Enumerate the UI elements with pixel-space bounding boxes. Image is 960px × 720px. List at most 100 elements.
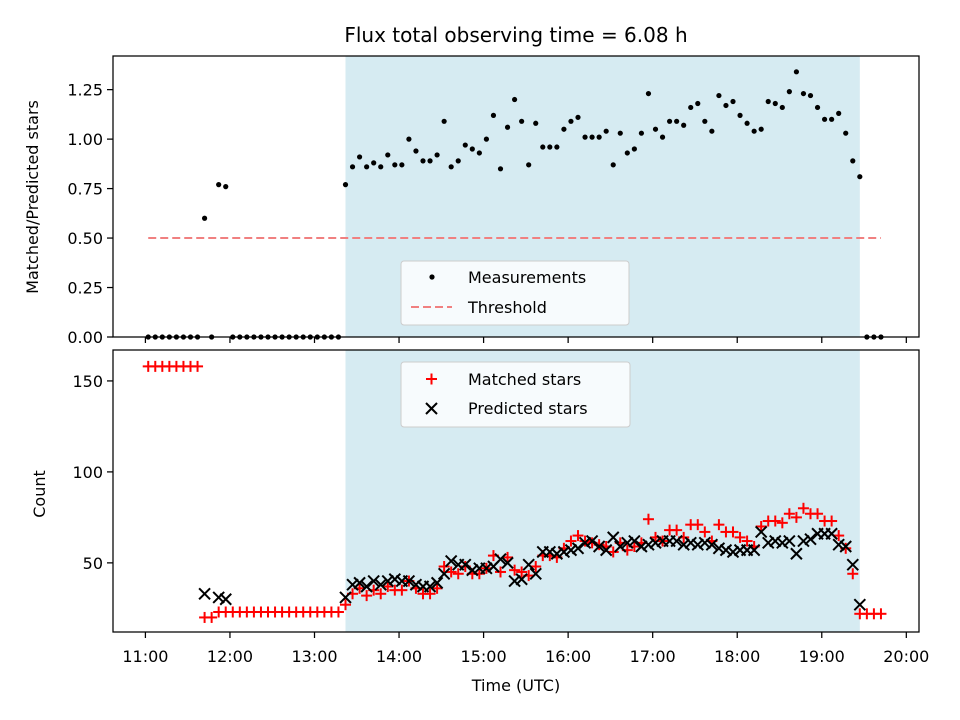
x-tick-label: 17:00: [630, 647, 676, 666]
predicted-star-point: [529, 567, 542, 580]
measurement-point: [800, 90, 807, 97]
predicted-star-point: [790, 547, 803, 560]
predicted-star-point: [543, 545, 557, 559]
predicted-star-point: [367, 574, 380, 588]
predicted-star-point: [825, 527, 838, 540]
legend-marker-measurements: [429, 274, 435, 280]
measurement-point: [695, 100, 701, 107]
matched-star-point: [734, 531, 746, 543]
measurement-point: [399, 162, 405, 168]
measurement-point: [603, 128, 609, 134]
predicted-star-point: [402, 574, 416, 588]
bottom-y-ticks: 50 100 150: [72, 372, 113, 573]
top-legend: Measurements Threshold: [400, 260, 630, 326]
measurement-point: [737, 112, 743, 118]
predicted-star-point: [698, 536, 712, 550]
matched-star-point: [375, 588, 387, 600]
predicted-star-point: [430, 576, 444, 590]
measurement-point: [554, 144, 560, 150]
measurement-point: [652, 126, 659, 132]
matched-star-point: [509, 564, 521, 576]
matched-star-point: [516, 566, 528, 578]
measurement-point: [850, 158, 856, 164]
matched-stars-points: [142, 360, 887, 623]
matched-star-point: [875, 608, 887, 620]
matched-star-point: [607, 546, 619, 558]
top-legend-box: [400, 260, 630, 326]
predicted-star-point: [381, 574, 394, 588]
predicted-star-point: [839, 540, 852, 553]
predicted-star-point: [346, 578, 359, 591]
measurement-point: [483, 136, 490, 142]
measurement-point: [744, 120, 750, 126]
bottom-y-tick-label: 50: [83, 554, 103, 573]
matched-star-point: [699, 526, 711, 538]
top-y-ticks: 0.00 0.25 0.50 0.75 1.00 1.25: [67, 81, 113, 347]
matched-star-point: [431, 582, 443, 594]
legend-label-matched-stars: Matched stars: [468, 370, 581, 389]
measurement-point: [469, 146, 475, 152]
predicted-star-point: [670, 534, 683, 548]
measurement-point: [836, 110, 842, 116]
measurement-point: [427, 158, 433, 164]
predicted-star-point: [219, 593, 232, 606]
top-y-tick-label: 0.25: [67, 279, 103, 298]
measurement-point: [645, 90, 652, 97]
measurement-point: [413, 148, 419, 154]
matched-star-point: [572, 530, 584, 542]
measurement-point: [448, 164, 454, 170]
predicted-star-point: [776, 536, 789, 550]
predicted-star-point: [635, 540, 648, 553]
measurement-point: [793, 69, 800, 75]
predicted-star-point: [804, 533, 817, 546]
measurement-point: [751, 128, 757, 134]
x-tick-label: 16:00: [545, 647, 591, 666]
measurement-point: [462, 142, 468, 148]
predicted-star-point: [832, 538, 845, 551]
measurement-point: [610, 162, 616, 168]
measurement-point: [631, 146, 637, 152]
matched-star-point: [812, 508, 824, 520]
measurement-point: [406, 136, 412, 142]
predicted-star-point: [212, 591, 225, 604]
bottom-x-ticks: 11:00 12:00 13:00 14:00 15:00 16:00 17:00 18:00…: [122, 632, 929, 666]
measurement-point: [392, 162, 398, 168]
matched-star-point: [713, 519, 725, 531]
predicted-star-point: [769, 534, 782, 548]
predicted-star-point: [550, 547, 564, 560]
x-tick-label: 19:00: [799, 647, 845, 666]
predicted-star-point: [684, 536, 697, 550]
predicted-star-point: [388, 573, 402, 586]
top-y-tick-label: 0.00: [67, 328, 103, 347]
matched-star-point: [579, 535, 591, 547]
top-y-tick-label: 1.00: [67, 130, 103, 149]
predicted-star-point: [783, 534, 796, 548]
matched-star-point: [692, 519, 704, 531]
x-tick-label: 15:00: [461, 647, 507, 666]
legend-label-measurements: Measurements: [468, 268, 586, 287]
predicted-star-point: [726, 545, 740, 559]
predicted-star-point: [762, 536, 775, 550]
measurement-point: [807, 92, 814, 99]
measurement-point: [702, 118, 708, 124]
measurement-point: [709, 128, 715, 134]
predicted-star-point: [360, 580, 373, 593]
measurement-point: [857, 174, 863, 180]
matched-star-point: [206, 611, 218, 623]
top-x-ticks: [144, 337, 907, 343]
predicted-star-point: [353, 576, 366, 590]
predicted-star-point: [607, 531, 620, 544]
measurement-point: [364, 164, 370, 170]
measurement-point: [511, 96, 518, 103]
predicted-star-point: [677, 538, 690, 551]
matched-star-point: [192, 360, 204, 372]
matched-star-point: [452, 568, 464, 580]
measurement-point: [201, 215, 208, 221]
predicted-star-point: [423, 580, 437, 593]
matched-star-point: [502, 551, 514, 563]
measurement-point: [786, 89, 792, 95]
bottom-axes-frame: [112, 349, 920, 633]
measurement-point: [568, 118, 574, 124]
predicted-star-point: [846, 558, 859, 571]
